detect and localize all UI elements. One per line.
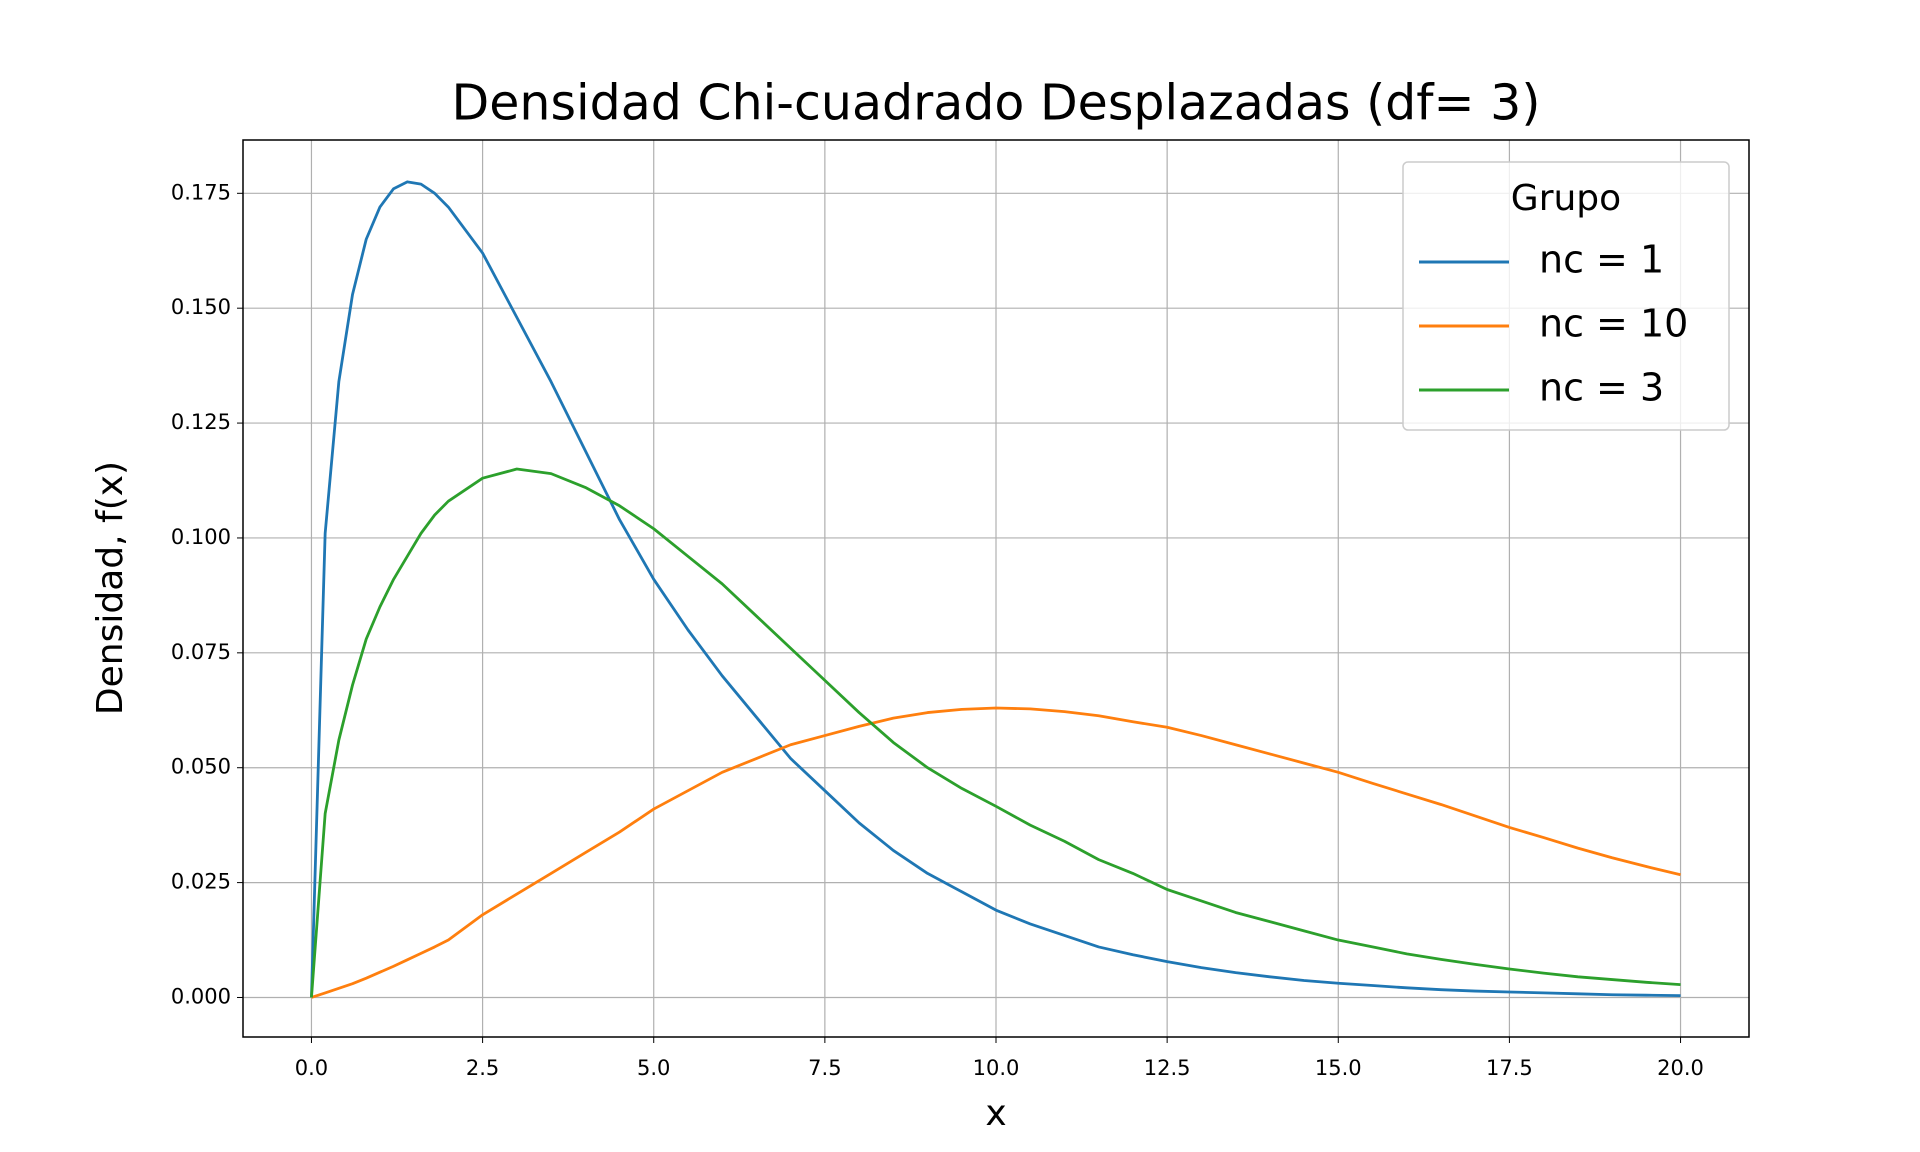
x-tick-label: 7.5 (808, 1056, 841, 1080)
legend-box (1402, 161, 1730, 431)
y-tick-label: 0.150 (171, 295, 231, 319)
x-tick-label: 17.5 (1486, 1056, 1533, 1080)
x-tick-label: 2.5 (466, 1056, 499, 1080)
x-tick-label: 12.5 (1144, 1056, 1191, 1080)
x-tick-label: 10.0 (973, 1056, 1020, 1080)
line (310, 180, 1681, 998)
legend-label: nc = 10 (1539, 302, 1688, 346)
y-tick-label: 0.000 (171, 984, 231, 1008)
x-axis-label: x (985, 1093, 1006, 1134)
y-tick-label: 0.175 (171, 180, 231, 204)
x-tick-label: 5.0 (637, 1056, 670, 1080)
line (310, 467, 1681, 998)
line (311, 706, 1681, 999)
legend-label: nc = 1 (1539, 238, 1664, 282)
plot-frame (242, 139, 1750, 1038)
y-tick-label: 0.025 (171, 870, 231, 894)
y-tick-label: 0.050 (171, 755, 231, 779)
x-tick-label: 20.0 (1657, 1056, 1704, 1080)
x-tick-label: 0.0 (295, 1056, 328, 1080)
legend-label: nc = 3 (1539, 366, 1664, 410)
y-tick-label: 0.075 (171, 640, 231, 664)
x-tick-label: 15.0 (1315, 1056, 1362, 1080)
y-axis-label: Densidad, f(x) (90, 461, 131, 715)
y-tick-label: 0.100 (171, 525, 231, 549)
chart-title: Densidad Chi-cuadrado Desplazadas (df= 3… (452, 75, 1541, 132)
legend-title: Grupo (1511, 178, 1621, 219)
y-tick-label: 0.125 (171, 410, 231, 434)
